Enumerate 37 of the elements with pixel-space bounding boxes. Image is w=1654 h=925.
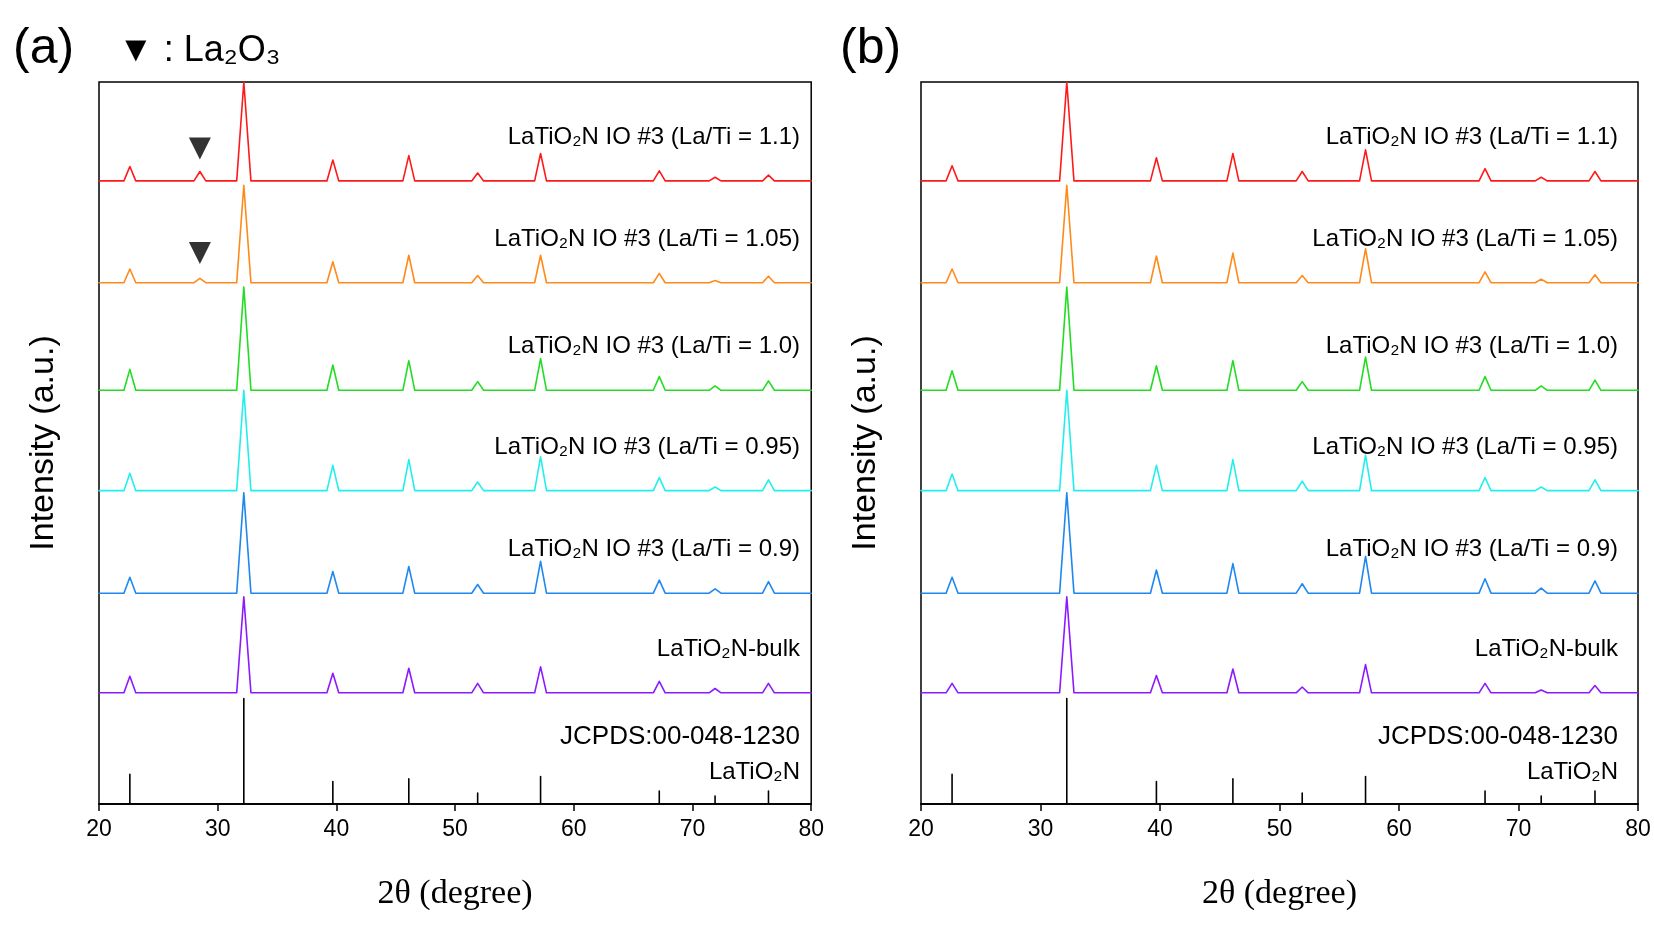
x-tick-label: 80 (798, 814, 825, 841)
x-tick-label: 50 (1266, 814, 1293, 841)
series-label: LaTiO₂N IO #3 (La/Ti = 0.95) (494, 431, 800, 459)
series-label: LaTiO₂N IO #3 (La/Ti = 0.9) (507, 534, 800, 562)
y-axis-title: Intensity (a.u.) (22, 335, 60, 551)
x-tick-label: 20 (86, 814, 112, 841)
y-axis-title: Intensity (a.u.) (844, 335, 882, 551)
series-label: LaTiO₂N-bulk (1474, 633, 1619, 661)
series-label: LaTiO₂N (1526, 756, 1618, 784)
series-label: LaTiO₂N IO #3 (La/Ti = 0.9) (1325, 534, 1618, 562)
series-label: LaTiO₂N IO #3 (La/Ti = 1.05) (494, 223, 800, 251)
x-axis-title: 2θ (degree) (377, 872, 533, 911)
x-tick-label: 80 (1625, 814, 1651, 841)
series-label: LaTiO₂N IO #3 (La/Ti = 1.05) (1312, 223, 1618, 251)
series-label: LaTiO₂N IO #3 (La/Ti = 1.1) (507, 121, 800, 149)
x-tick-label: 40 (1147, 814, 1173, 841)
x-tick-label: 30 (1027, 814, 1054, 841)
x-tick-label: 20 (908, 814, 934, 841)
series-label: LaTiO₂N IO #3 (La/Ti = 1.0) (1325, 331, 1618, 359)
x-tick-label: 60 (561, 814, 587, 841)
chart-title: (a) (13, 18, 75, 74)
x-tick-label: 50 (442, 814, 468, 841)
x-tick-label: 60 (1386, 814, 1412, 841)
x-tick-label: 30 (204, 814, 231, 841)
series-label: LaTiO₂N IO #3 (La/Ti = 1.1) (1325, 121, 1618, 149)
series-label: LaTiO₂N-bulk (656, 633, 801, 661)
annotation: JCPDS:00-048-1230 (1378, 720, 1618, 751)
x-tick-label: 70 (1505, 814, 1532, 841)
x-axis-title: 2θ (degree) (1201, 872, 1358, 911)
x-tick-label: 70 (679, 814, 706, 841)
x-tick-label: 40 (323, 814, 350, 841)
annotation: JCPDS:00-048-1230 (560, 720, 800, 751)
chart-title: (b) (840, 18, 902, 74)
chart-subtitle: ▼ : La₂O₃ (118, 27, 281, 69)
series-label: LaTiO₂N (708, 756, 800, 784)
series-label: LaTiO₂N IO #3 (La/Ti = 1.0) (507, 331, 800, 359)
series-label: LaTiO₂N IO #3 (La/Ti = 0.95) (1312, 431, 1618, 459)
